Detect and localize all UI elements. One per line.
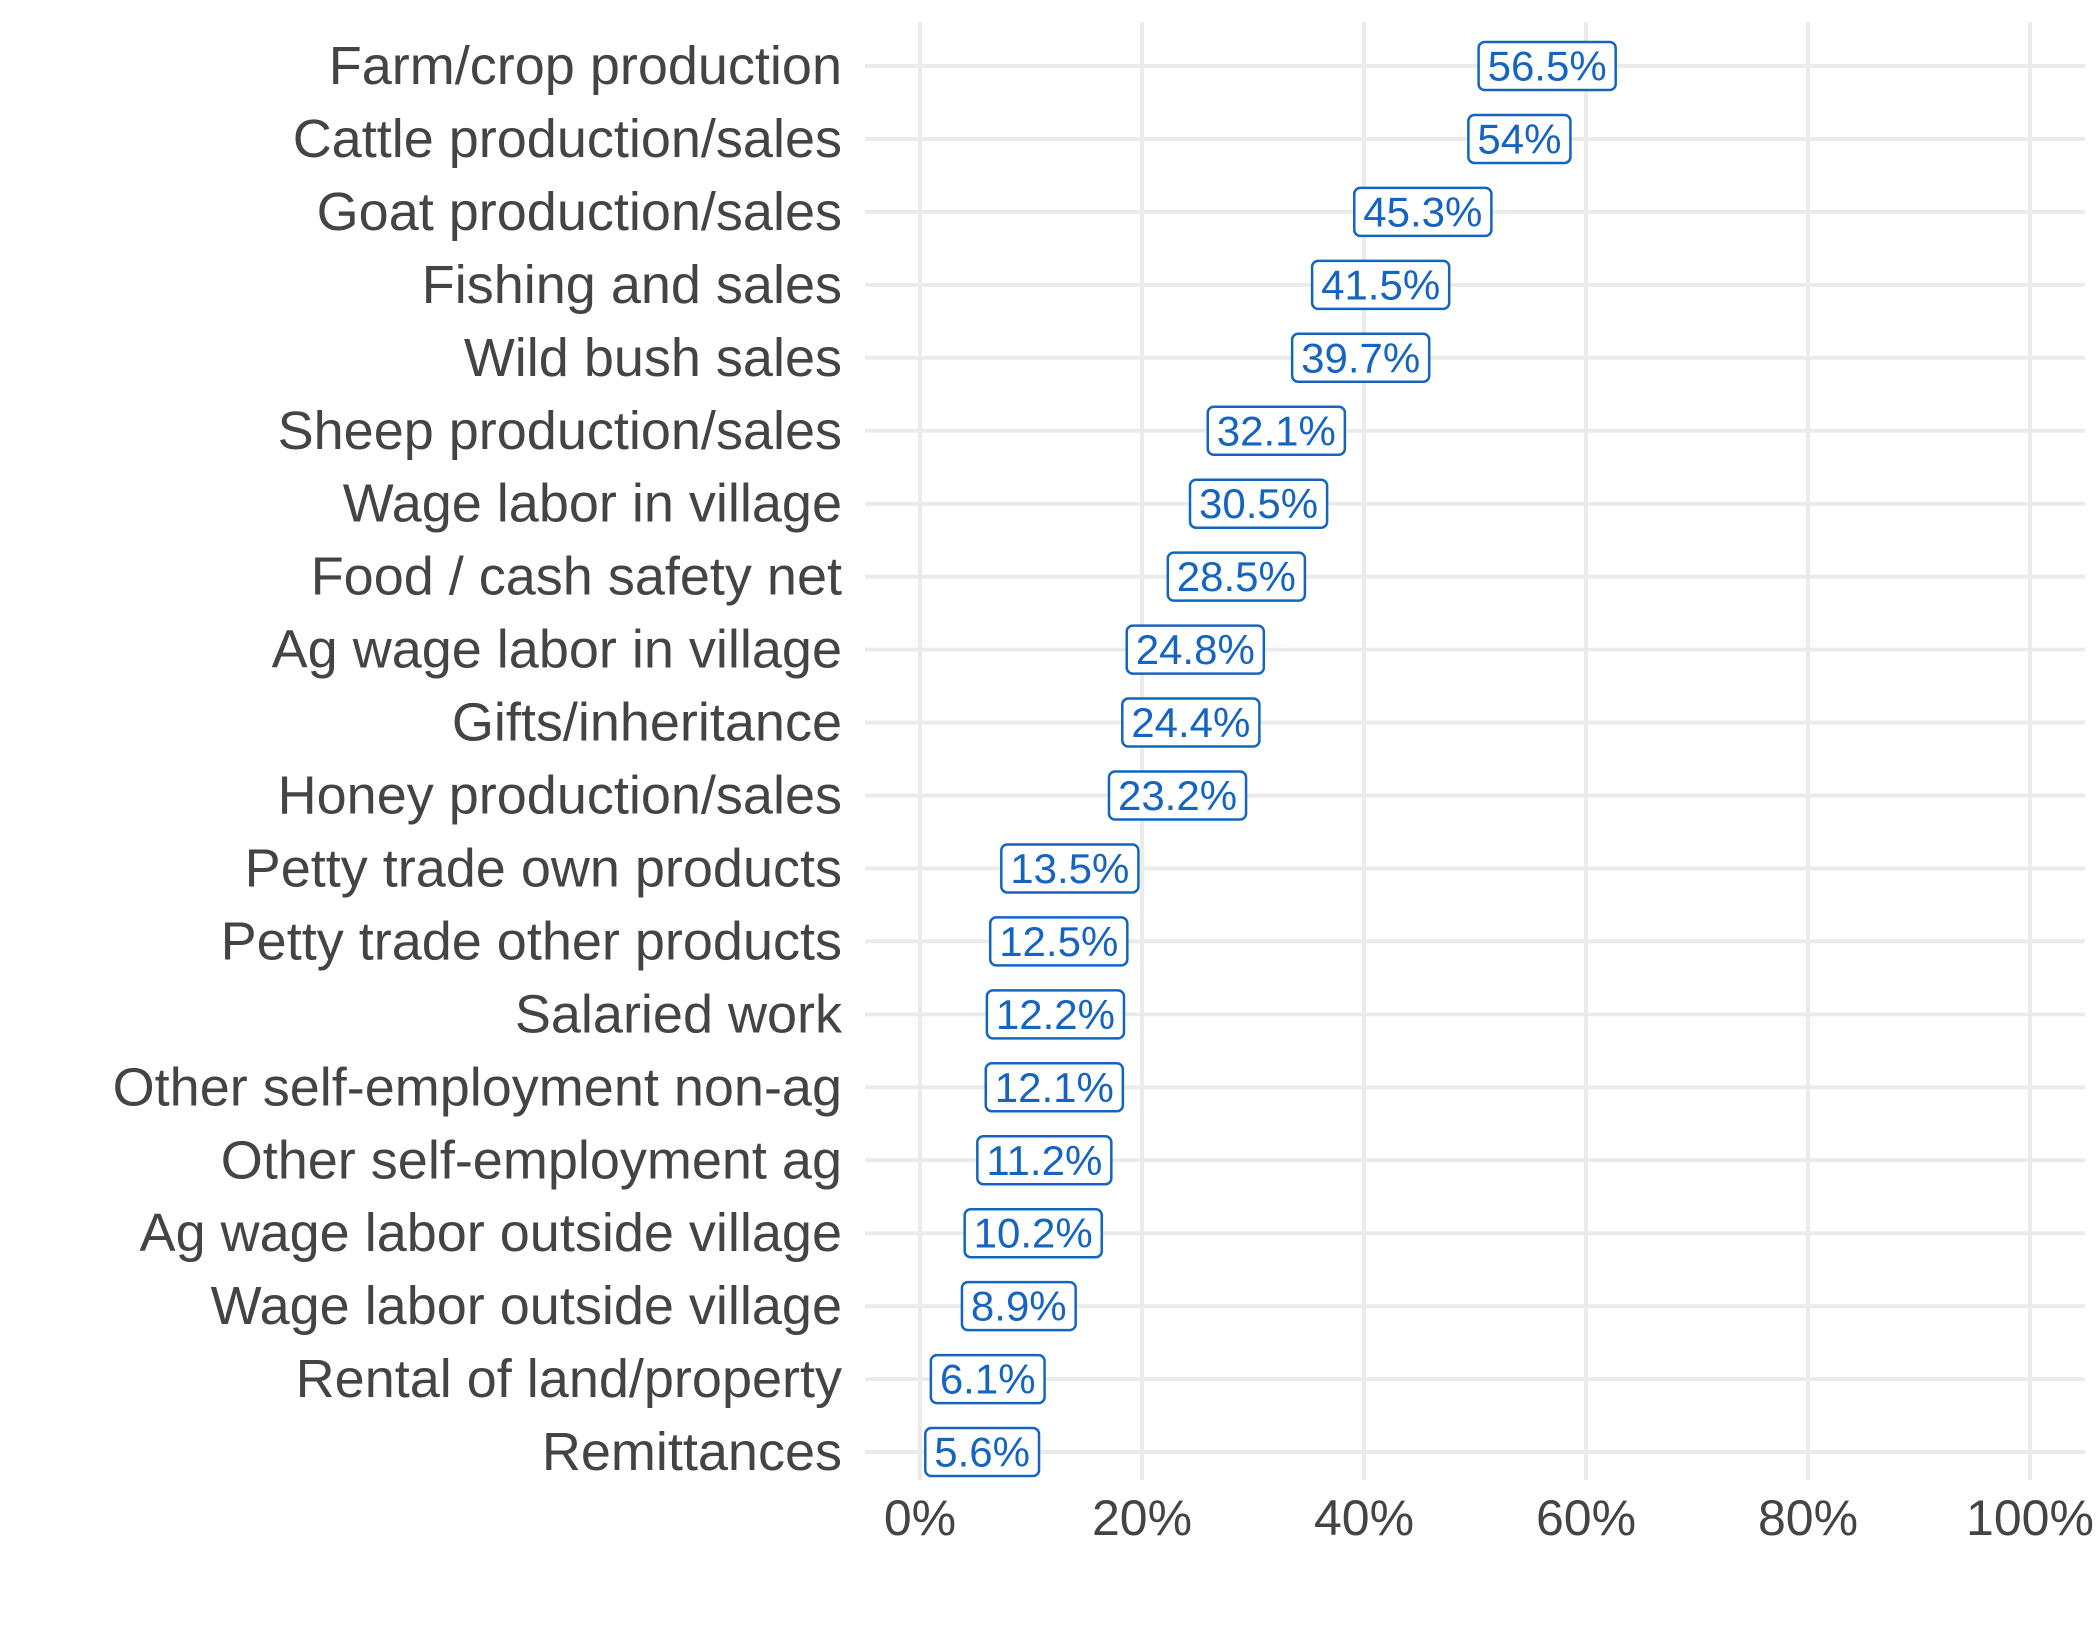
data-label: 5.6% [924, 1426, 1041, 1478]
data-label-box [1477, 40, 1617, 92]
data-label-box [1353, 186, 1493, 238]
data-label-box [1206, 405, 1347, 456]
data-label: 39.7% [1290, 332, 1431, 384]
data-label: 6.1% [929, 1353, 1046, 1405]
data-label-text: 45.3% [1363, 188, 1482, 235]
data-label-text: 12.1% [995, 1064, 1114, 1111]
data-label-box [1166, 551, 1307, 602]
data-label-text: 12.5% [999, 918, 1118, 965]
x-tick-label: 20% [1092, 1490, 1192, 1546]
data-label: 28.5% [1166, 551, 1307, 602]
data-label: 11.2% [976, 1135, 1113, 1186]
data-label-text: 24.8% [1136, 626, 1255, 673]
grid [865, 22, 2085, 1480]
category-label: Sheep production/sales [278, 401, 842, 461]
category-label: Other self-employment ag [221, 1130, 842, 1190]
category-label: Honey production/sales [278, 766, 842, 826]
data-label: 8.9% [960, 1280, 1077, 1332]
data-label-text: 28.5% [1177, 553, 1296, 600]
x-tick-label: 100% [1966, 1490, 2094, 1546]
data-label: 13.5% [1000, 843, 1140, 894]
data-label-text: 41.5% [1321, 261, 1440, 308]
data-label-text: 56.5% [1488, 43, 1607, 90]
x-tick-label: 80% [1758, 1490, 1858, 1546]
category-label: Salaried work [515, 984, 843, 1044]
data-label-text: 23.2% [1118, 772, 1237, 819]
category-label: Gifts/inheritance [452, 693, 842, 753]
data-label-box [1188, 478, 1329, 529]
data-label-box [988, 916, 1129, 967]
category-label: Fishing and sales [422, 255, 842, 315]
category-label: Rental of land/property [296, 1349, 842, 1409]
data-label-text: 10.2% [974, 1210, 1093, 1257]
data-label-text: 8.9% [971, 1283, 1067, 1330]
category-label: Other self-employment non-ag [113, 1057, 842, 1117]
category-labels: Farm/crop production Cattle production/sa… [113, 36, 843, 1482]
data-label-text: 6.1% [940, 1356, 1036, 1403]
x-axis-tick-labels: 0% 20% 40% 60% 80% 100% [884, 1490, 2094, 1546]
data-label-text: 54% [1477, 115, 1561, 162]
data-label-box [984, 1062, 1125, 1113]
data-label-text: 30.5% [1199, 480, 1318, 527]
data-label-box [963, 1207, 1104, 1259]
category-label: Petty trade other products [221, 911, 842, 971]
category-label: Ag wage labor outside village [140, 1203, 842, 1263]
data-label: 12.1% [984, 1062, 1125, 1113]
data-label: 41.5% [1310, 259, 1451, 311]
data-label-box [976, 1135, 1113, 1186]
data-label: 32.1% [1206, 405, 1347, 456]
data-label-text: 11.2% [986, 1137, 1102, 1184]
data-label-box [1290, 332, 1431, 384]
category-label: Farm/crop production [329, 36, 842, 96]
category-label: Wild bush sales [464, 328, 842, 388]
category-label: Ag wage labor in village [272, 620, 842, 680]
data-label: 24.4% [1121, 697, 1261, 748]
data-label: 45.3% [1353, 186, 1493, 238]
data-label-box [1121, 697, 1261, 748]
data-label: 12.2% [985, 989, 1126, 1040]
data-label-text: 12.2% [996, 991, 1115, 1038]
data-label-box [1310, 259, 1451, 311]
category-label: Wage labor outside village [211, 1276, 842, 1336]
data-label-text: 39.7% [1301, 334, 1420, 381]
x-tick-label: 0% [884, 1490, 956, 1546]
data-label: 56.5% [1477, 40, 1617, 92]
data-label-box [1107, 770, 1248, 821]
data-labels: 56.5% 54% 45.3% 41.5% 39.7% 32.1% 30.5% 28.5% 24… [924, 40, 1617, 1478]
category-label: Cattle production/sales [293, 109, 842, 169]
data-label-box [1467, 113, 1572, 165]
data-label-box [960, 1280, 1077, 1332]
data-label: 12.5% [988, 916, 1129, 967]
data-label-box [924, 1426, 1041, 1478]
data-label-box [985, 989, 1126, 1040]
data-label-box [929, 1353, 1046, 1405]
data-label-text: 24.4% [1131, 699, 1250, 746]
data-label: 24.8% [1125, 624, 1266, 675]
data-label: 54% [1467, 113, 1572, 165]
category-label: Wage labor in village [343, 474, 842, 534]
category-label: Remittances [542, 1422, 842, 1482]
x-tick-label: 60% [1536, 1490, 1636, 1546]
data-label-box [1125, 624, 1266, 675]
data-label-box [1000, 843, 1140, 894]
data-label: 30.5% [1188, 478, 1329, 529]
data-label-text: 5.6% [934, 1429, 1030, 1476]
data-label-text: 13.5% [1010, 845, 1129, 892]
category-label: Petty trade own products [245, 838, 842, 898]
category-label: Goat production/sales [317, 182, 842, 242]
data-label-text: 32.1% [1217, 407, 1336, 454]
data-label: 10.2% [963, 1207, 1104, 1259]
data-label: 23.2% [1107, 770, 1248, 821]
x-tick-label: 40% [1314, 1490, 1414, 1546]
category-label: Food / cash safety net [311, 547, 842, 607]
